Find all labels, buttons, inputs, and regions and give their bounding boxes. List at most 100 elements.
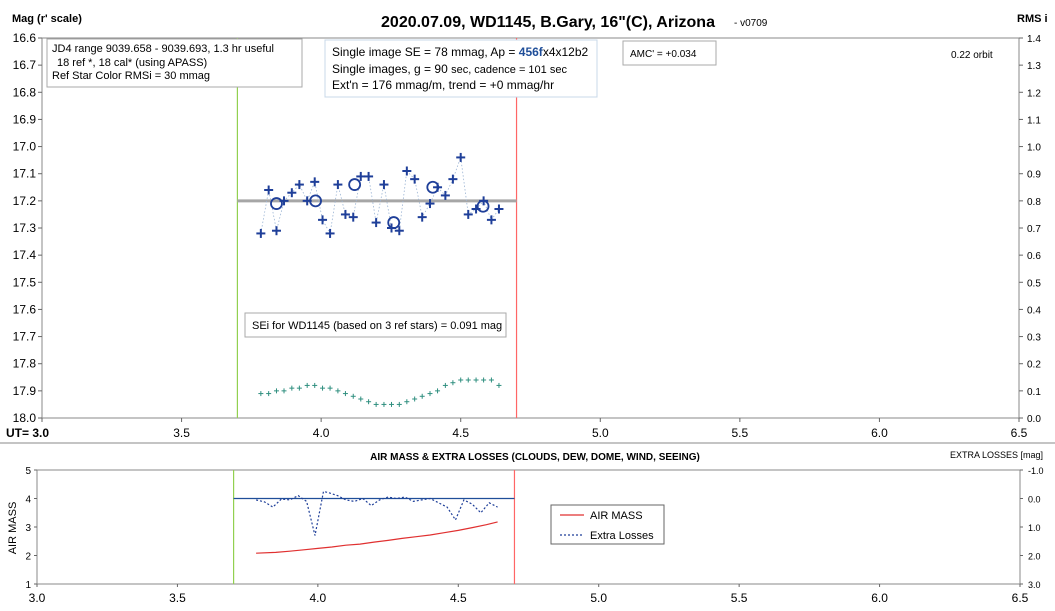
y-tick-label: 16.9 (13, 112, 37, 126)
chart2-plot-area (36, 469, 1021, 585)
y-tick-label: 5 (25, 466, 31, 477)
chart1-y2-axis: 1.4 1.3 1.2 1.1 1.0 0.9 0.8 0.7 0.6 0.5 0.4 0.3 0.2 0… (1019, 34, 1041, 425)
data-point (494, 204, 504, 214)
rms-point (366, 399, 372, 405)
data-point (463, 209, 473, 219)
chart1-data-points (256, 152, 504, 238)
data-point (333, 180, 343, 190)
data-point (287, 188, 297, 198)
chart2-title: AIR MASS & EXTRA LOSSES (CLOUDS, DEW, DO… (370, 452, 700, 463)
rms-point (281, 388, 287, 394)
y-tick-label: 17.0 (13, 140, 37, 154)
chart2-series (255, 490, 498, 554)
data-point (325, 228, 335, 238)
y2-tick-label: 0.6 (1027, 251, 1041, 262)
chart1-connector-lines (260, 157, 500, 235)
data-point (448, 174, 458, 184)
rms-point (496, 382, 502, 388)
data-point (394, 226, 404, 236)
x-tick-label: 5.5 (731, 591, 748, 605)
x-tick-label: 6.0 (871, 591, 888, 605)
rms-point (258, 391, 264, 397)
series-connector (260, 157, 500, 235)
x-tick-label: 3.0 (29, 591, 46, 605)
info-line-3: Ref Star Color RMSi = 30 mmag (52, 70, 210, 82)
y-tick-label: 16.8 (13, 85, 37, 99)
x-tick-label: 4.5 (452, 426, 469, 440)
data-point (417, 212, 427, 222)
rms-point (312, 382, 318, 388)
y-tick-label: 17.1 (13, 167, 37, 181)
data-point (318, 215, 328, 225)
rms-point (473, 377, 479, 383)
rms-point (458, 377, 464, 383)
y2-tick-label: 1.0 (1027, 143, 1041, 154)
legend-extra-losses-label: Extra Losses (590, 530, 654, 542)
chart1-x-axis: 3.5 4.0 4.5 5.0 5.5 6.0 6.5 (41, 418, 1028, 440)
rms-point (465, 377, 471, 383)
se-line-1-ap: 456f (519, 45, 544, 59)
y2-tick-label: 0.2 (1027, 360, 1041, 371)
binned-point (309, 194, 322, 208)
y2-tick-label: 0.8 (1027, 197, 1041, 208)
y2-tick-label: 0.0 (1027, 414, 1041, 425)
chart1-binned-points (270, 178, 490, 229)
chart1-plot-area (41, 37, 1020, 419)
se-line-1-suffix: x4x12b2 (543, 45, 589, 59)
chart2-legend: AIR MASS Extra Losses (550, 504, 665, 545)
data-point (379, 180, 389, 190)
sei-label: SEi for WD1145 (based on 3 ref stars) = … (252, 320, 502, 332)
rms-point (296, 385, 302, 391)
rms-point (373, 401, 379, 407)
info-line-1: JD4 range 9039.658 - 9039.693, 1.3 hr us… (52, 43, 274, 55)
binned-point (387, 216, 401, 229)
chart1-y-axis: 16.6 16.7 16.8 16.9 17.0 17.1 17.2 17.3 17.4 17.5… (13, 31, 42, 425)
y2-tick-label: 0.9 (1027, 170, 1041, 181)
rms-point (481, 377, 487, 383)
y-tick-label: 17.5 (13, 275, 37, 289)
binned-point (476, 199, 490, 213)
data-point (271, 226, 281, 236)
y-tick-label: 16.6 (13, 31, 37, 45)
air-mass-line (256, 521, 498, 554)
se-box: Single image SE = 78 mmag, Ap = 456fx4x1… (324, 39, 598, 98)
rms-point (304, 382, 310, 388)
rms-point (335, 388, 341, 394)
binned-point (348, 178, 362, 191)
rms-point (488, 377, 494, 383)
chart1-x-label: UT= 3.0 (6, 426, 49, 440)
data-point (256, 228, 266, 238)
data-point (456, 152, 466, 162)
x-tick-label: 5.5 (732, 426, 749, 440)
x-tick-label: 4.0 (313, 426, 330, 440)
chart1-version-tag: - v0709 (734, 18, 768, 29)
x-tick-label: 6.5 (1011, 426, 1028, 440)
orbit-label: 0.22 orbit (951, 50, 993, 61)
y-tick-label: 17.3 (13, 221, 37, 235)
rms-point (381, 401, 387, 407)
y2-tick-label: 0.0 (1028, 495, 1041, 505)
se-line-2-small: sec, cadence = 101 sec (451, 64, 567, 76)
info-line-2: 18 ref *, 18 cal* (using APASS) (57, 57, 207, 69)
x-tick-label: 4.0 (310, 591, 327, 605)
y-tick-label: 17.2 (13, 194, 37, 208)
se-line-3: Ext'n = 176 mmag/m, trend = +0 mmag/hr (332, 78, 554, 92)
se-line-1-prefix: Single image SE = 78 mmag, Ap = (332, 45, 519, 59)
data-point (264, 185, 274, 195)
chart2-y-axis: 5 4 3 2 1 (25, 466, 37, 591)
y2-tick-label: 2.0 (1028, 552, 1041, 562)
binned-point (426, 180, 440, 194)
rms-point (266, 391, 272, 397)
y-tick-label: 17.6 (13, 302, 37, 316)
data-point (348, 212, 358, 222)
legend-air-mass-label: AIR MASS (590, 510, 643, 522)
y-tick-label: 3 (25, 523, 31, 534)
y2-tick-label: 0.7 (1027, 224, 1041, 235)
y2-tick-label: 1.3 (1027, 61, 1041, 72)
amc-label: AMC' = +0.034 (630, 49, 697, 60)
data-point (356, 171, 366, 181)
se-line-1: Single image SE = 78 mmag, Ap = 456fx4x1… (332, 45, 589, 59)
x-tick-label: 6.5 (1012, 591, 1029, 605)
rms-point (412, 396, 418, 402)
